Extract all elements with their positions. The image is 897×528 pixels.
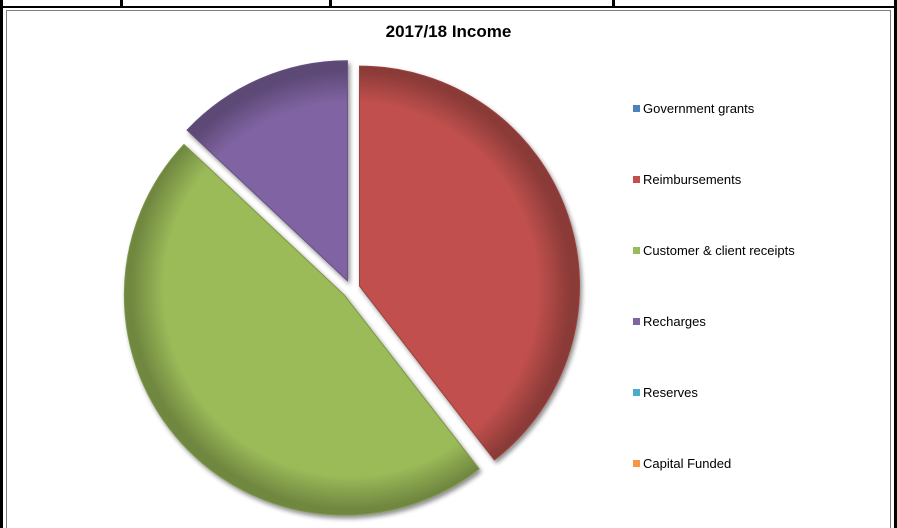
legend-item-government-grants: Government grants bbox=[633, 100, 754, 116]
legend-item-customer-client-receipts: Customer & client receipts bbox=[633, 242, 795, 258]
legend-item-recharges: Recharges bbox=[633, 313, 706, 329]
legend-item-reimbursements: Reimbursements bbox=[633, 171, 741, 187]
legend-label: Customer & client receipts bbox=[643, 242, 795, 258]
pie-slice-customer-client-receipts bbox=[123, 143, 480, 516]
legend-label: Reserves bbox=[643, 384, 698, 400]
legend-item-reserves: Reserves bbox=[633, 384, 698, 400]
chart-title: 2017/18 Income bbox=[385, 22, 512, 41]
legend-swatch bbox=[633, 246, 640, 254]
sheet-gridline-right bbox=[894, 0, 897, 528]
legend-swatch bbox=[633, 388, 640, 396]
sheet-gridline-top bbox=[0, 0, 897, 10]
pie-slice-recharges bbox=[186, 60, 348, 282]
sheet-gridline-left bbox=[0, 0, 3, 528]
legend-label: Reimbursements bbox=[643, 171, 742, 187]
legend-swatch bbox=[633, 175, 640, 183]
legend-item-capital-funded: Capital Funded bbox=[633, 455, 731, 471]
legend-swatch bbox=[633, 104, 640, 112]
legend-swatch bbox=[633, 317, 640, 325]
legend-label: Capital Funded bbox=[643, 455, 732, 471]
legend-label: Recharges bbox=[643, 313, 706, 329]
legend-label: Government grants bbox=[643, 100, 755, 116]
pie-slice-reimbursements bbox=[359, 65, 580, 461]
legend-swatch bbox=[633, 459, 640, 467]
